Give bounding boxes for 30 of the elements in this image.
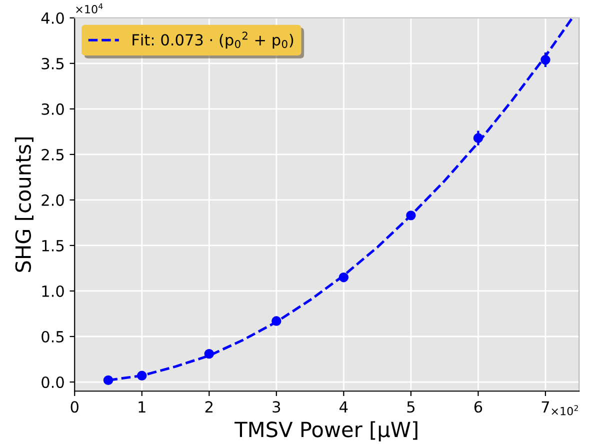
y-tick-label: 3.5 [42,58,64,70]
x-axis-title: TMSV Power [μW] [234,421,418,442]
y-tick-label: 4.0 [41,12,64,24]
y-axis-title: SHG [counts] [14,138,34,272]
point [103,375,114,386]
y-tick-label: 1.0 [42,285,64,298]
y-tick-label: 2.5 [42,148,64,160]
x-tick-label: 6 [474,401,482,413]
x-tick-label: 5 [407,401,414,413]
text: ×10$^{4}$ [76,3,103,14]
y-tick-label: 2.0 [42,194,64,206]
x-tick-label: 0 [70,401,78,413]
y-tick-label: 1.5 [42,240,64,252]
x-tick-label: 2 [205,401,212,412]
legend-label: Fit: 0.073 · (p$_{0}$$^{2}$ + p$_{0}$) [132,32,294,49]
point [204,348,214,359]
y-tick-label: 3.0 [42,103,64,115]
x-tick-label: 4 [340,401,348,412]
x-tick-label: 7 [542,401,550,412]
point [338,272,349,282]
x-tick-label: 1 [138,401,146,412]
point [137,370,147,381]
point [406,210,416,220]
y-tick-label: 0.0 [42,376,64,388]
point [540,54,550,65]
text: ×10$^{2}$ [552,405,578,416]
point [473,133,484,143]
x-tick-label: 3 [272,401,280,413]
y-tick-label: 0.5 [42,330,64,343]
point [272,316,282,326]
